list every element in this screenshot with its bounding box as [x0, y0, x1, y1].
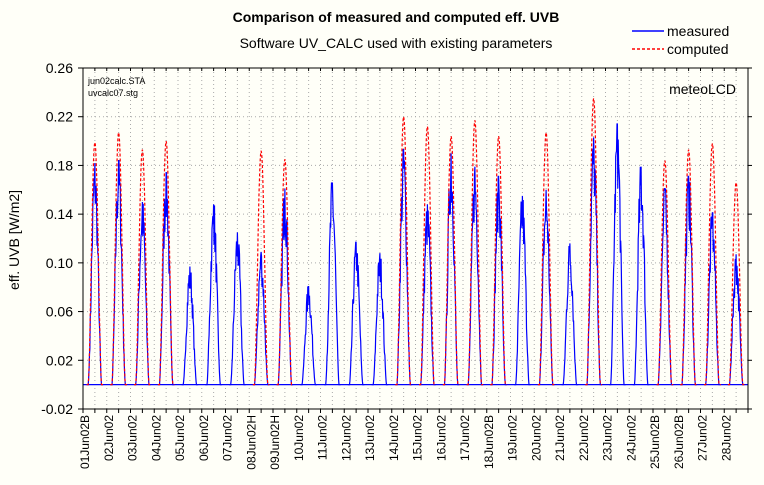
plot-frame: [82, 67, 749, 410]
series-computed-day-curve: [727, 180, 745, 386]
x-tick-label: 15Jun02: [411, 415, 425, 461]
x-tick-label: 09Jun02H: [268, 415, 282, 470]
series-measured-day-curve: [371, 253, 389, 386]
watermark-meteolcd: meteoLCD: [669, 81, 736, 97]
series-computed-day-curve: [395, 116, 412, 386]
annotation-config: uvcalc07.stg: [88, 88, 138, 98]
series-computed-day-curve: [466, 120, 484, 386]
x-tick-label: 25Jun02B: [648, 415, 662, 469]
x-tick-label: 21Jun02: [553, 415, 567, 461]
x-tick-label: 14Jun02: [387, 415, 401, 461]
x-tick-label: 20Jun02: [529, 415, 543, 461]
series-computed-day-curve: [419, 126, 436, 386]
y-tick-label: 0.06: [46, 304, 73, 320]
series-measured-day-curve: [537, 189, 555, 386]
series-computed-day-curve: [537, 132, 555, 386]
x-tick-label: 12Jun02: [339, 415, 353, 461]
series-measured-day-curve: [205, 204, 222, 386]
x-tick-label: 02Jun02: [102, 415, 116, 461]
chart-title: Comparison of measured and computed eff.…: [233, 9, 560, 25]
x-tick-label: 22Jun02: [577, 415, 591, 461]
y-tick-label: 0.14: [46, 206, 73, 222]
series-measured-day-curve: [134, 201, 151, 386]
x-tick-label: 28Jun02: [719, 415, 733, 461]
series-computed-day-curve: [134, 149, 151, 386]
x-tick-label: 10Jun02: [292, 415, 306, 461]
series-measured-day-curve: [561, 243, 579, 386]
y-axis-label: eff. UVB [W/m2]: [6, 190, 22, 290]
series-computed-day-curve: [704, 143, 721, 386]
x-tick-label: 18Jun02B: [482, 415, 496, 469]
series-computed-day-curve: [656, 160, 674, 386]
series: [83, 98, 748, 386]
series-measured-day-curve: [181, 266, 199, 386]
series-computed-day-curve: [110, 132, 127, 386]
y-tick-label: 0.02: [46, 352, 73, 368]
x-tick-label: 26Jun02B: [672, 415, 686, 469]
series-measured-day-curve: [300, 285, 317, 386]
y-tick-label: 0.22: [46, 109, 73, 125]
legend-measured-label: measured: [667, 23, 729, 39]
grid: [83, 68, 748, 409]
x-tick-label: 27Jun02: [696, 415, 710, 461]
x-tick-label: 17Jun02: [458, 415, 472, 461]
x-tick-label: 08Jun02H: [244, 415, 258, 470]
x-tick-label: 16Jun02: [434, 415, 448, 461]
annotation-file: jun02calc.STA: [87, 76, 145, 86]
series-computed-day-curve: [490, 136, 507, 386]
legend-computed-label: computed: [667, 41, 728, 57]
x-ticks: 01Jun02B 02Jun02 03Jun02 04Jun02 05Jun02 06Ju…: [78, 68, 749, 470]
series-measured-day-curve: [229, 232, 246, 386]
y-tick-label: 0.26: [46, 60, 73, 76]
series-computed-day-curve: [157, 140, 175, 386]
y-tick-label: -0.02: [41, 401, 73, 417]
series-computed-day-curve: [680, 149, 697, 386]
x-tick-label: 23Jun02: [601, 415, 615, 461]
x-tick-label: 24Jun02: [624, 415, 638, 461]
y-ticks: 0.26 0.22 0.18 0.14 0.10 0.06 0.02 -0.02: [41, 60, 752, 417]
legend: measured computed: [632, 23, 729, 57]
series-computed-day-curve: [585, 98, 602, 386]
series-measured-day-curve: [347, 241, 365, 386]
x-tick-label: 11Jun02: [316, 415, 330, 460]
y-tick-label: 0.10: [46, 255, 73, 271]
series-computed-day-curve: [442, 136, 460, 386]
x-tick-label: 06Jun02: [197, 415, 211, 461]
x-tick-label: 13Jun02: [363, 415, 377, 461]
series-measured-day-curve: [86, 162, 104, 386]
x-tick-label: 07Jun02: [221, 415, 235, 461]
y-tick-label: 0.18: [46, 157, 73, 173]
series-measured-day-curve: [276, 188, 294, 386]
series-measured-day-curve: [324, 182, 341, 386]
series-measured-day-curve: [514, 195, 531, 386]
series-measured-day-curve: [632, 166, 650, 386]
x-tick-label: 03Jun02: [126, 415, 140, 461]
series-measured-day-curve: [609, 123, 626, 386]
series-computed-day-curve: [276, 159, 294, 386]
x-tick-label: 05Jun02: [173, 415, 187, 461]
chart-subtitle: Software UV_CALC used with existing para…: [240, 35, 553, 51]
x-tick-label: 01Jun02B: [78, 415, 92, 469]
x-tick-label: 04Jun02: [149, 415, 163, 461]
x-tick-label: 19Jun02: [506, 415, 520, 461]
series-computed-day-curve: [252, 150, 270, 386]
